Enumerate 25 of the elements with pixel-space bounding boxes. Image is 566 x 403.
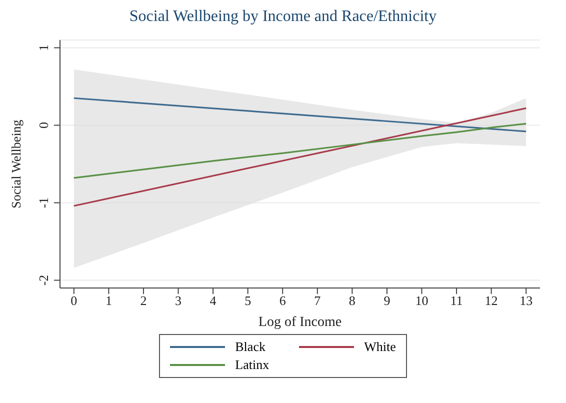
x-tick-label: 1: [105, 293, 112, 308]
x-tick-label: 0: [70, 293, 78, 308]
x-tick-label: 9: [384, 293, 390, 308]
x-tick-label: 6: [279, 293, 286, 308]
x-tick-label: 2: [140, 293, 147, 308]
legend-label: White: [364, 339, 396, 355]
x-tick-label: 13: [520, 293, 533, 308]
x-tick-label: 7: [314, 293, 322, 308]
x-tick-label: 8: [348, 293, 356, 308]
x-tick-label: 12: [484, 293, 498, 308]
x-tick-label: 3: [175, 293, 182, 308]
y-tick-label: -1: [36, 197, 51, 208]
y-axis-title: Social Wellbeing: [8, 119, 24, 208]
x-tick-label: 4: [210, 293, 217, 308]
x-tick-label: 10: [415, 293, 428, 308]
x-tick-label: 11: [450, 293, 463, 308]
line-series: [73, 122, 527, 179]
y-tick-label: 1: [36, 44, 51, 51]
legend-label: Black: [235, 339, 266, 355]
y-tick-label: 0: [36, 122, 51, 128]
legend-label: Latinx: [235, 357, 270, 373]
chart-title: Social Wellbeing by Income and Race/Ethnicity: [128, 8, 438, 27]
y-tick-label: -2: [36, 274, 51, 286]
x-tick-label: 5: [244, 293, 252, 308]
x-axis-title: Log of Income: [258, 315, 342, 330]
